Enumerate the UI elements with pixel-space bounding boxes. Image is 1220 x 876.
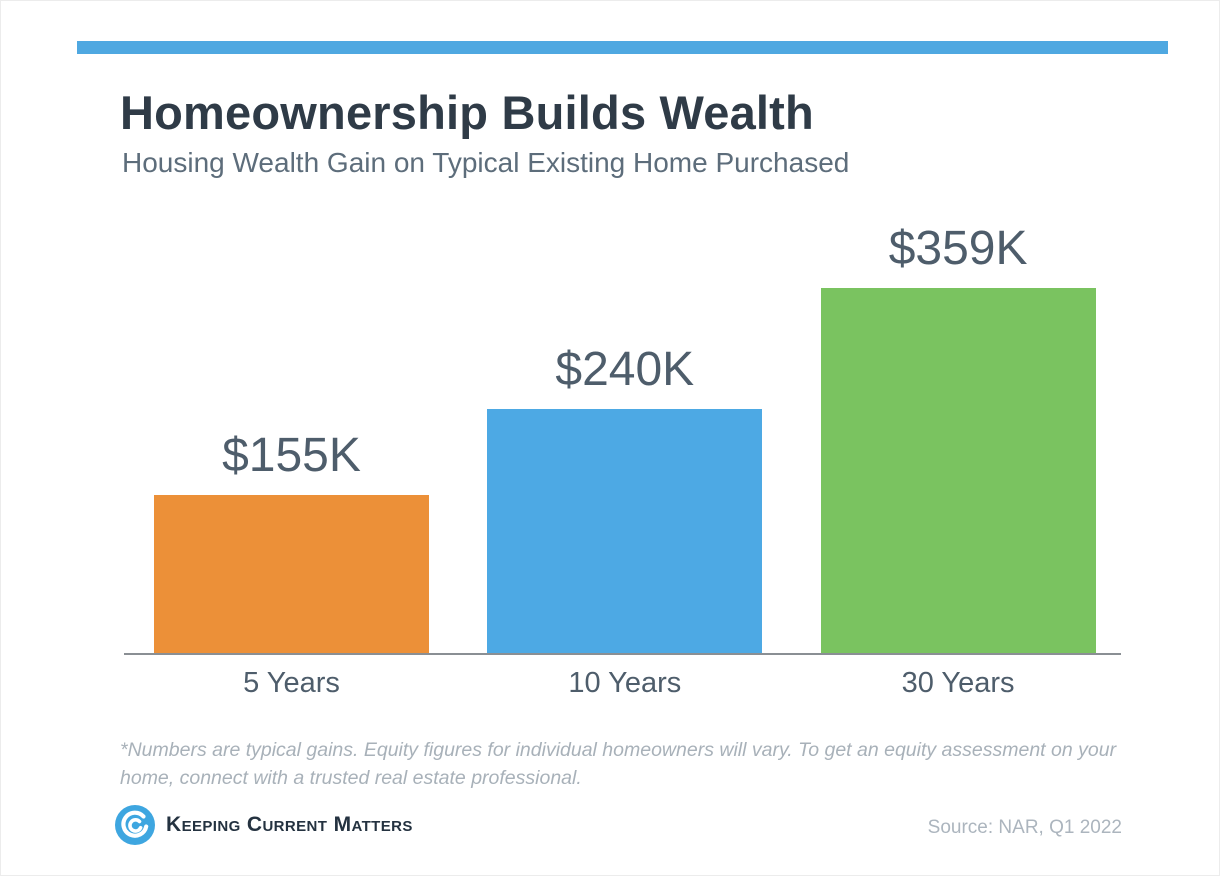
- bar-value-label: $155K: [222, 429, 361, 483]
- bar-category-label: 10 Years: [568, 667, 682, 699]
- page-title: Homeownership Builds Wealth: [120, 86, 814, 139]
- source-text: Source: NAR, Q1 2022: [927, 817, 1122, 838]
- bar-category-label: 5 Years: [243, 667, 340, 699]
- bar-value-label: $359K: [888, 222, 1028, 276]
- top-accent-banner: [77, 41, 1168, 54]
- bar: [820, 288, 1096, 653]
- x-axis-line: [124, 653, 1121, 655]
- bar-chart: $155K 5 Years $240K 10 Years $359K 30 Years: [124, 201, 1121, 711]
- bar: [487, 409, 763, 653]
- footnote-text: *Numbers are typical gains. Equity figur…: [120, 739, 1117, 790]
- bar-group: $240K 10 Years: [487, 343, 763, 711]
- bar-category-label: 30 Years: [901, 667, 1015, 699]
- bar: [154, 495, 429, 653]
- brand-logo: Keeping Current Matters: [115, 805, 413, 845]
- brand-name: Keeping Current Matters: [166, 813, 413, 836]
- page-subtitle: Housing Wealth Gain on Typical Existing …: [122, 147, 850, 178]
- bar-group: $359K 30 Years: [820, 222, 1096, 711]
- bar-group: $155K 5 Years: [154, 429, 429, 711]
- kcm-swirl-icon: [115, 805, 155, 845]
- bar-value-label: $240K: [555, 343, 695, 397]
